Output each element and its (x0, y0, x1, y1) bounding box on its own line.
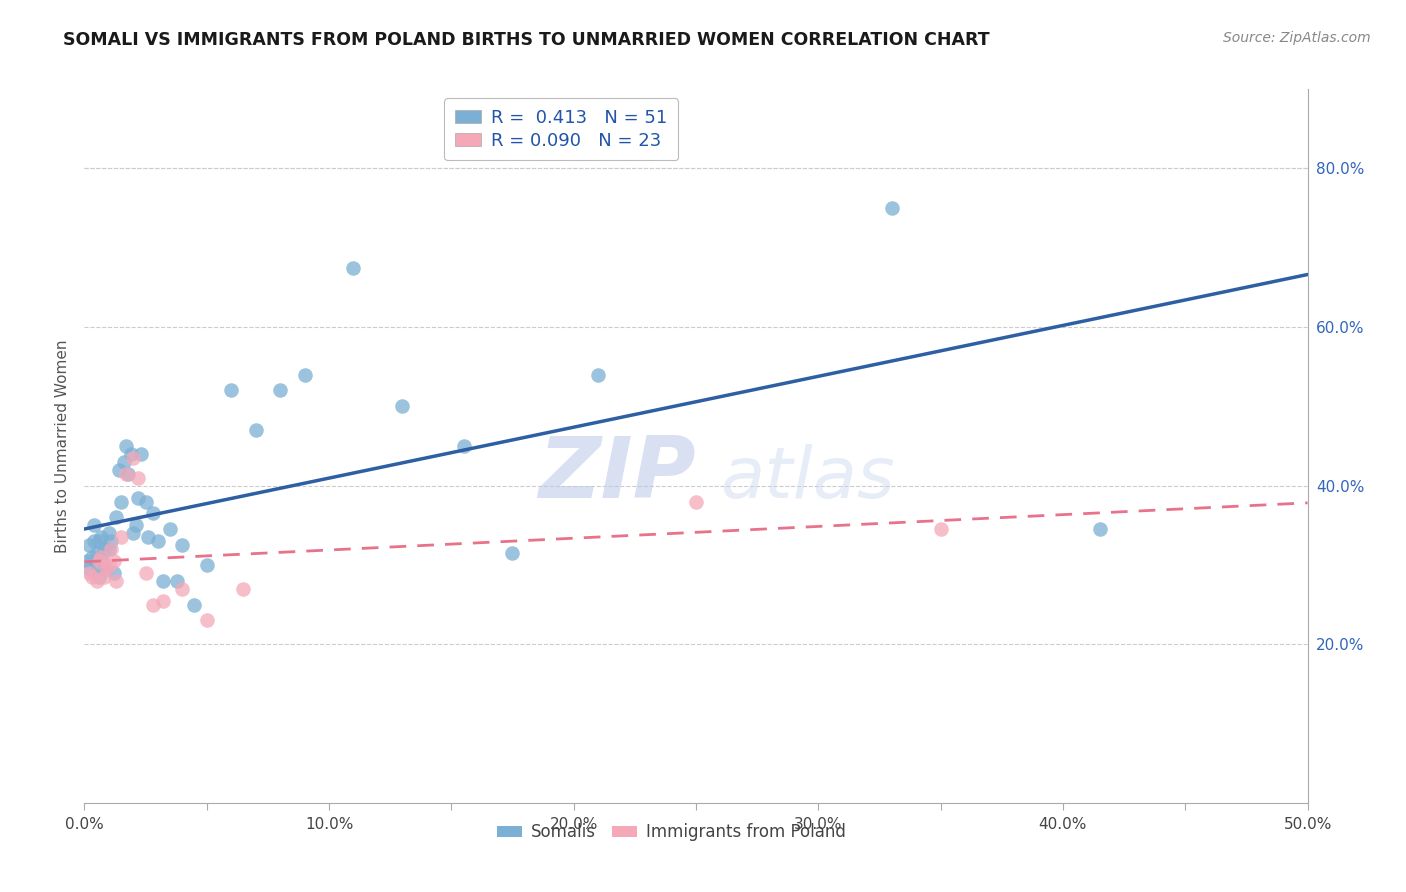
Point (112, 455, 135, 469)
Point (80, 549, 103, 564)
Point (110, 494, 132, 508)
Point (87, 570, 110, 584)
Point (110, 530, 132, 544)
Text: atlas: atlas (720, 443, 896, 513)
Point (77, 538, 100, 552)
Point (172, 538, 194, 552)
Point (120, 447, 142, 461)
Y-axis label: Births to Unmarried Women: Births to Unmarried Women (55, 339, 70, 553)
Point (502, 546, 524, 560)
Point (166, 574, 188, 588)
Point (115, 467, 138, 481)
Text: Source: ZipAtlas.com: Source: ZipAtlas.com (1223, 31, 1371, 45)
Point (96, 562, 118, 576)
Point (294, 368, 316, 382)
Text: ZIP: ZIP (538, 433, 696, 516)
Point (586, 368, 609, 382)
Text: SOMALI VS IMMIGRANTS FROM POLAND BIRTHS TO UNMARRIED WOMEN CORRELATION CHART: SOMALI VS IMMIGRANTS FROM POLAND BIRTHS … (63, 31, 990, 49)
Point (245, 423, 267, 437)
Point (100, 542, 122, 557)
Point (90, 549, 112, 564)
Point (195, 558, 218, 572)
Point (97, 558, 120, 572)
Point (77, 562, 100, 576)
Point (90, 549, 112, 564)
Point (107, 463, 129, 477)
Point (87, 554, 110, 568)
Point (135, 566, 157, 580)
Point (219, 384, 242, 398)
Point (129, 447, 152, 461)
Point (103, 566, 125, 580)
Point (117, 467, 139, 481)
Point (86, 574, 108, 588)
Point (115, 439, 138, 453)
Point (105, 574, 128, 588)
Point (76, 554, 98, 568)
Point (136, 530, 159, 544)
Point (183, 598, 205, 612)
Point (929, 522, 952, 536)
Point (880, 201, 903, 215)
Point (122, 526, 145, 541)
Point (83, 534, 105, 549)
Point (685, 494, 707, 508)
Point (93, 570, 115, 584)
Point (127, 471, 149, 485)
Point (142, 598, 165, 612)
Point (103, 554, 125, 568)
Point (80, 570, 103, 584)
Point (93, 558, 115, 572)
Point (342, 260, 364, 275)
Point (152, 593, 174, 607)
Point (86, 558, 108, 572)
Point (105, 510, 128, 524)
Point (96, 562, 118, 576)
Point (152, 574, 174, 588)
Point (135, 494, 157, 508)
Point (97, 526, 120, 541)
Point (127, 491, 149, 505)
Point (195, 614, 218, 628)
Point (90, 530, 112, 544)
Point (122, 450, 145, 465)
Point (97, 542, 120, 557)
Point (146, 534, 169, 549)
Point (269, 384, 291, 398)
Point (391, 400, 413, 414)
Point (159, 522, 181, 536)
Point (125, 518, 148, 533)
Point (87, 534, 110, 549)
Legend: Somalis, Immigrants from Poland: Somalis, Immigrants from Poland (491, 817, 852, 848)
Point (1088, 522, 1111, 536)
Point (86, 546, 108, 560)
Point (172, 582, 194, 596)
Point (142, 507, 165, 521)
Point (100, 534, 122, 549)
Point (83, 518, 105, 533)
Point (232, 582, 254, 596)
Point (77, 566, 100, 580)
Point (93, 542, 115, 557)
Point (453, 439, 475, 453)
